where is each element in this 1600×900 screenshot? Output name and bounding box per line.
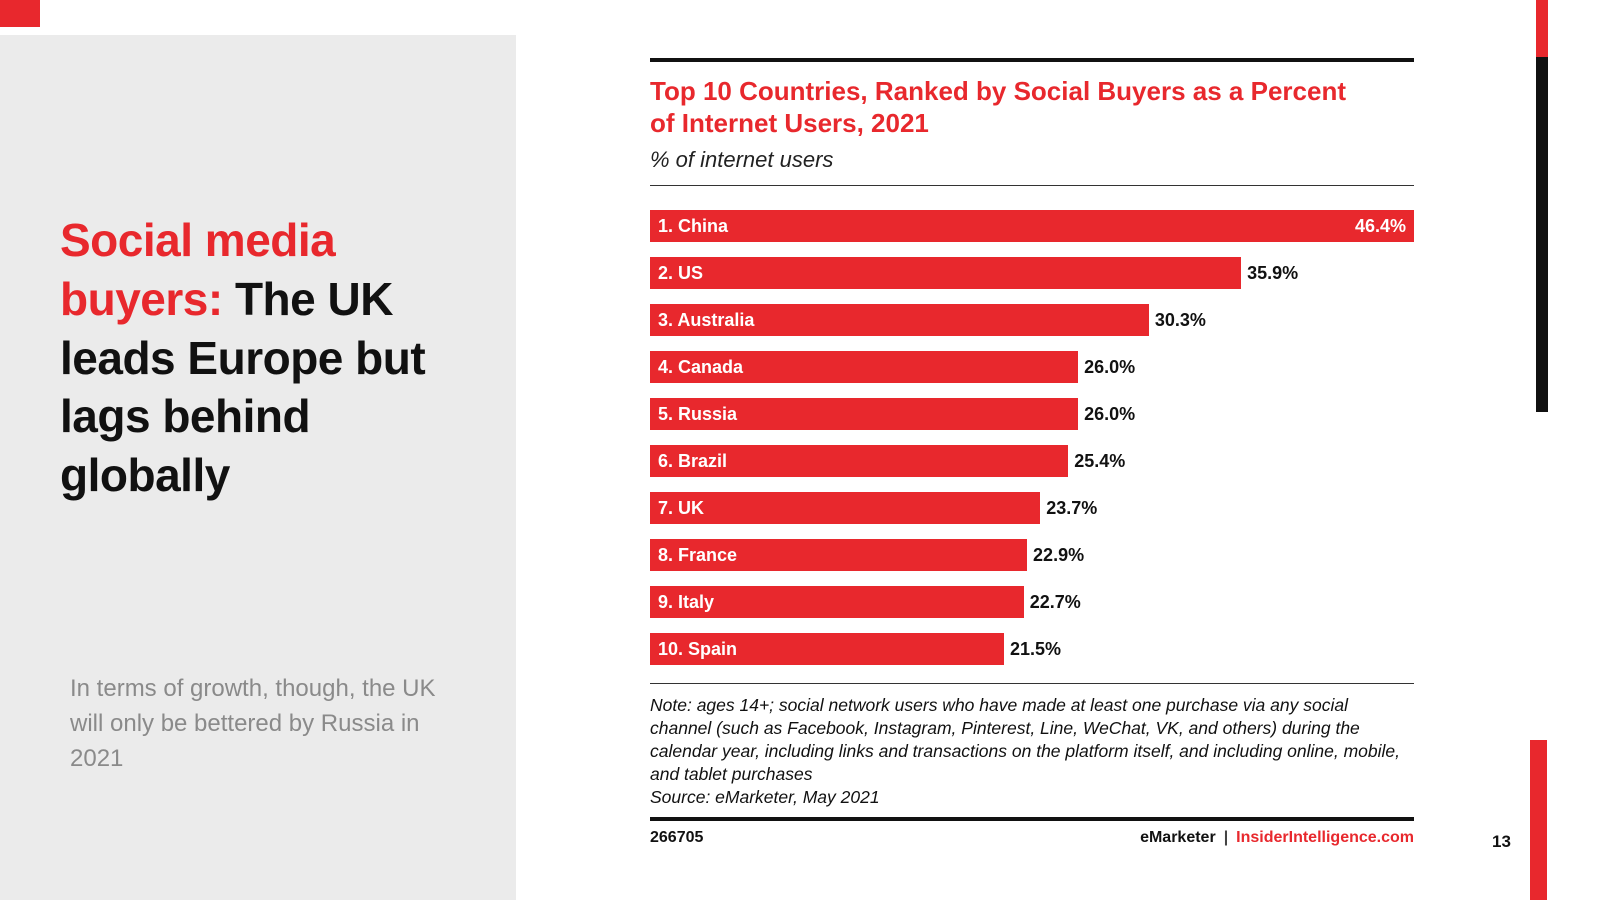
- slide-subtitle: In terms of growth, though, the UK will …: [70, 675, 436, 772]
- bar-category-label: 9. Italy: [658, 591, 715, 612]
- bar-value-label: 26.0%: [1084, 403, 1136, 424]
- bar-value-label: 22.9%: [1033, 544, 1085, 565]
- chart-footer-divider: [650, 683, 1414, 685]
- chart-note: Note: ages 14+; social network users who…: [650, 695, 1401, 784]
- bar-row: 5. Russia 26.0%: [650, 398, 1414, 431]
- chart-top-rule: [650, 58, 1414, 62]
- chart-id: 266705: [650, 829, 704, 847]
- bar: 2. US: [650, 257, 1242, 290]
- chart-card: Top 10 Countries, Ranked by Social Buyer…: [650, 58, 1414, 847]
- bar: 6. Brazil: [650, 445, 1069, 478]
- chart-header-divider: [650, 185, 1414, 187]
- bar-category-label: 8. France: [658, 544, 738, 565]
- bar: 8. France: [650, 539, 1028, 572]
- bar-value-label: 22.7%: [1029, 591, 1081, 612]
- bar-row: 3. Australia 30.3%: [650, 304, 1414, 337]
- bar-value-label: 25.4%: [1074, 450, 1126, 471]
- bar-category-label: 3. Australia: [658, 309, 755, 330]
- bar-value-label: 26.0%: [1084, 356, 1136, 377]
- right-edge-red-accent-top: [1536, 0, 1548, 57]
- bar-value-label: 23.7%: [1046, 497, 1098, 518]
- slide-left-panel: [0, 35, 516, 900]
- bar-category-label: 6. Brazil: [658, 450, 728, 471]
- slide-title-rest: The UK leads Europe but lags behind glob…: [60, 272, 426, 502]
- top-left-red-accent: [0, 0, 40, 27]
- bar-value-label: 46.4%: [1354, 215, 1406, 236]
- chart-axis-unit-label: % of internet users: [650, 147, 834, 173]
- bar-category-label: 4. Canada: [658, 356, 744, 377]
- bar: 3. Australia: [650, 304, 1149, 337]
- bar-row: 4. Canada 26.0%: [650, 351, 1414, 384]
- chart-title: Top 10 Countries, Ranked by Social Buyer…: [650, 76, 1346, 138]
- bar-category-label: 5. Russia: [658, 403, 738, 424]
- chart-bottom-rule: [650, 817, 1414, 822]
- bar-category-label: 7. UK: [658, 497, 705, 518]
- right-edge-red-accent-bottom: [1530, 740, 1547, 900]
- bar-row: 2. US 35.9%: [650, 257, 1414, 290]
- brand-divider: |: [1223, 829, 1229, 847]
- chart-source: Source: eMarketer, May 2021: [650, 787, 880, 808]
- slide-page-number: 13: [1492, 832, 1511, 851]
- bar: 1. China 46.4%: [650, 210, 1414, 243]
- bar-row: 10. Spain 21.5%: [650, 633, 1414, 666]
- bar-row: 9. Italy 22.7%: [650, 586, 1414, 619]
- brand-emarketer: eMarketer: [1140, 829, 1216, 847]
- slide-title: Social media buyers: The UK leads Europe…: [60, 211, 450, 505]
- bar-row: 6. Brazil 25.4%: [650, 445, 1414, 478]
- bar: 4. Canada: [650, 351, 1079, 384]
- bar: 7. UK: [650, 492, 1041, 525]
- bar-row: 7. UK 23.7%: [650, 492, 1414, 525]
- bar: 10. Spain: [650, 633, 1004, 666]
- bar-row: 8. France 22.9%: [650, 539, 1414, 572]
- bar-value-label: 21.5%: [1010, 638, 1062, 659]
- bar-value-label: 35.9%: [1247, 262, 1299, 283]
- slide-title-highlight: Social media buyers:: [60, 213, 336, 325]
- bar-row: 1. China 46.4%: [650, 210, 1414, 243]
- bar-rows: 1. China 46.4% 2. US 35.9% 3. Australia 30.3%…: [650, 210, 1414, 666]
- brand-insiderintelligence-link[interactable]: InsiderIntelligence.com: [1236, 829, 1414, 847]
- brand-lockup: eMarketer | InsiderIntelligence.com: [1140, 829, 1414, 847]
- bar: 5. Russia: [650, 398, 1079, 431]
- bar-category-label: 10. Spain: [658, 638, 738, 659]
- bar-value-label: 30.3%: [1154, 309, 1206, 330]
- bar: 9. Italy: [650, 586, 1024, 619]
- bar-category-label: 1. China: [658, 215, 729, 236]
- bar-category-label: 2. US: [658, 262, 704, 283]
- chart-footer: 266705 eMarketer | InsiderIntelligence.c…: [650, 829, 1414, 847]
- right-edge-black-accent: [1536, 57, 1548, 412]
